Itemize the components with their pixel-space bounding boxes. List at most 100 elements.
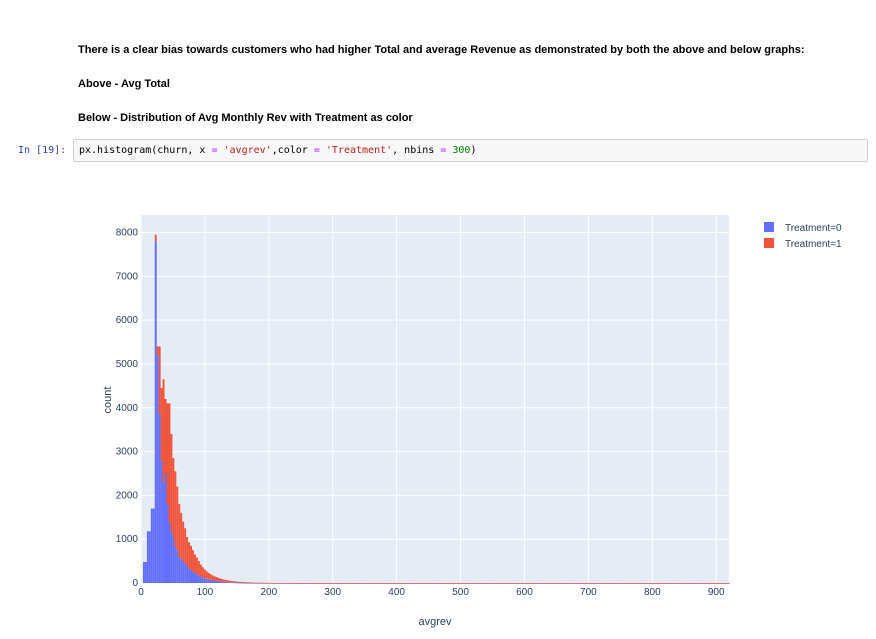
bar-treatment-1[interactable] [500, 582, 503, 584]
bar-treatment-0[interactable] [144, 561, 147, 583]
bar-treatment-1[interactable] [484, 582, 487, 584]
bar-treatment-0[interactable] [170, 530, 173, 583]
bar-treatment-1[interactable] [633, 582, 636, 584]
bar-treatment-1[interactable] [592, 582, 595, 584]
bar-treatment-0[interactable] [168, 521, 171, 583]
bar-treatment-0[interactable] [209, 579, 212, 583]
bar-treatment-1[interactable] [533, 582, 536, 584]
bar-treatment-1[interactable] [631, 582, 634, 584]
bar-treatment-1[interactable] [356, 582, 359, 584]
bar-treatment-1[interactable] [382, 582, 385, 584]
bar-treatment-1[interactable] [606, 582, 608, 584]
bar-treatment-1[interactable] [555, 582, 557, 584]
bar-treatment-1[interactable] [239, 581, 242, 583]
bar-treatment-1[interactable] [588, 582, 591, 584]
bar-treatment-1[interactable] [529, 582, 532, 584]
bar-treatment-1[interactable] [400, 582, 402, 584]
bar-treatment-1[interactable] [713, 582, 716, 584]
bar-treatment-1[interactable] [602, 582, 605, 584]
bar-treatment-0[interactable] [142, 561, 145, 583]
bar-treatment-1[interactable] [496, 582, 499, 584]
bar-treatment-1[interactable] [451, 582, 453, 584]
bar-treatment-1[interactable] [372, 582, 375, 584]
bar-treatment-1[interactable] [655, 582, 658, 584]
bar-treatment-1[interactable] [211, 575, 214, 581]
bar-treatment-0[interactable] [213, 580, 216, 583]
bar-treatment-1[interactable] [425, 582, 428, 584]
bar-treatment-1[interactable] [576, 582, 579, 584]
bar-treatment-1[interactable] [199, 564, 202, 577]
bar-treatment-1[interactable] [617, 582, 620, 584]
bar-treatment-0[interactable] [182, 561, 185, 583]
bar-treatment-1[interactable] [396, 582, 399, 584]
bar-treatment-1[interactable] [696, 582, 699, 584]
bar-treatment-1[interactable] [498, 582, 501, 584]
bar-treatment-1[interactable] [725, 582, 728, 584]
bar-treatment-1[interactable] [403, 582, 406, 584]
bar-treatment-0[interactable] [186, 565, 189, 583]
bar-treatment-0[interactable] [188, 568, 191, 583]
bar-treatment-1[interactable] [476, 582, 479, 584]
bar-treatment-1[interactable] [370, 582, 373, 584]
bar-treatment-1[interactable] [323, 582, 326, 584]
bar-treatment-1[interactable] [645, 582, 648, 584]
bar-treatment-1[interactable] [311, 582, 314, 584]
bar-treatment-1[interactable] [280, 582, 283, 584]
bar-treatment-0[interactable] [233, 582, 236, 584]
bar-treatment-0[interactable] [229, 582, 232, 583]
bar-treatment-0[interactable] [225, 581, 228, 583]
bar-treatment-1[interactable] [339, 582, 342, 584]
bar-treatment-1[interactable] [227, 580, 230, 583]
bar-treatment-1[interactable] [429, 582, 432, 584]
bar-treatment-1[interactable] [270, 582, 273, 584]
bar-treatment-1[interactable] [244, 582, 247, 584]
bar-treatment-1[interactable] [537, 582, 540, 584]
bar-treatment-1[interactable] [680, 582, 683, 584]
bar-treatment-1[interactable] [250, 582, 253, 584]
bar-treatment-1[interactable] [411, 582, 414, 584]
bar-treatment-1[interactable] [246, 582, 249, 584]
bar-treatment-0[interactable] [219, 581, 222, 583]
bar-treatment-1[interactable] [531, 582, 534, 584]
bar-treatment-1[interactable] [207, 572, 210, 580]
bar-treatment-1[interactable] [252, 582, 255, 584]
bar-treatment-1[interactable] [407, 582, 410, 584]
bar-treatment-1[interactable] [717, 582, 720, 584]
bar-treatment-1[interactable] [513, 582, 516, 584]
bar-treatment-1[interactable] [560, 582, 563, 584]
bar-treatment-1[interactable] [539, 582, 542, 584]
bar-treatment-1[interactable] [611, 582, 614, 584]
bar-treatment-1[interactable] [350, 582, 353, 584]
bar-treatment-1[interactable] [647, 582, 650, 584]
bar-treatment-1[interactable] [272, 582, 275, 584]
bar-treatment-0[interactable] [221, 581, 224, 583]
bar-treatment-1[interactable] [635, 582, 638, 584]
bar-treatment-1[interactable] [708, 582, 711, 584]
bar-treatment-0[interactable] [146, 531, 149, 583]
bar-treatment-1[interactable] [549, 582, 552, 584]
bar-treatment-1[interactable] [288, 582, 291, 584]
bar-treatment-1[interactable] [456, 582, 459, 584]
bar-treatment-1[interactable] [556, 582, 559, 584]
bar-treatment-1[interactable] [541, 582, 544, 584]
bar-treatment-1[interactable] [260, 582, 263, 584]
bar-treatment-0[interactable] [231, 582, 234, 584]
bar-treatment-1[interactable] [486, 582, 489, 584]
bar-treatment-1[interactable] [262, 582, 265, 584]
bar-treatment-1[interactable] [309, 582, 312, 584]
bar-treatment-1[interactable] [170, 434, 173, 531]
bar-treatment-0[interactable] [211, 580, 214, 583]
bar-treatment-0[interactable] [190, 569, 193, 583]
bar-treatment-0[interactable] [176, 550, 179, 583]
bar-treatment-1[interactable] [313, 582, 316, 584]
bar-treatment-1[interactable] [405, 582, 408, 584]
bar-treatment-1[interactable] [721, 582, 724, 584]
bar-treatment-1[interactable] [639, 582, 642, 584]
bar-treatment-1[interactable] [704, 582, 707, 584]
bar-treatment-1[interactable] [574, 582, 577, 584]
bar-treatment-0[interactable] [197, 575, 200, 583]
bar-treatment-1[interactable] [413, 582, 416, 584]
bar-treatment-1[interactable] [462, 582, 465, 584]
bar-treatment-1[interactable] [688, 582, 691, 584]
bar-treatment-1[interactable] [219, 578, 222, 582]
